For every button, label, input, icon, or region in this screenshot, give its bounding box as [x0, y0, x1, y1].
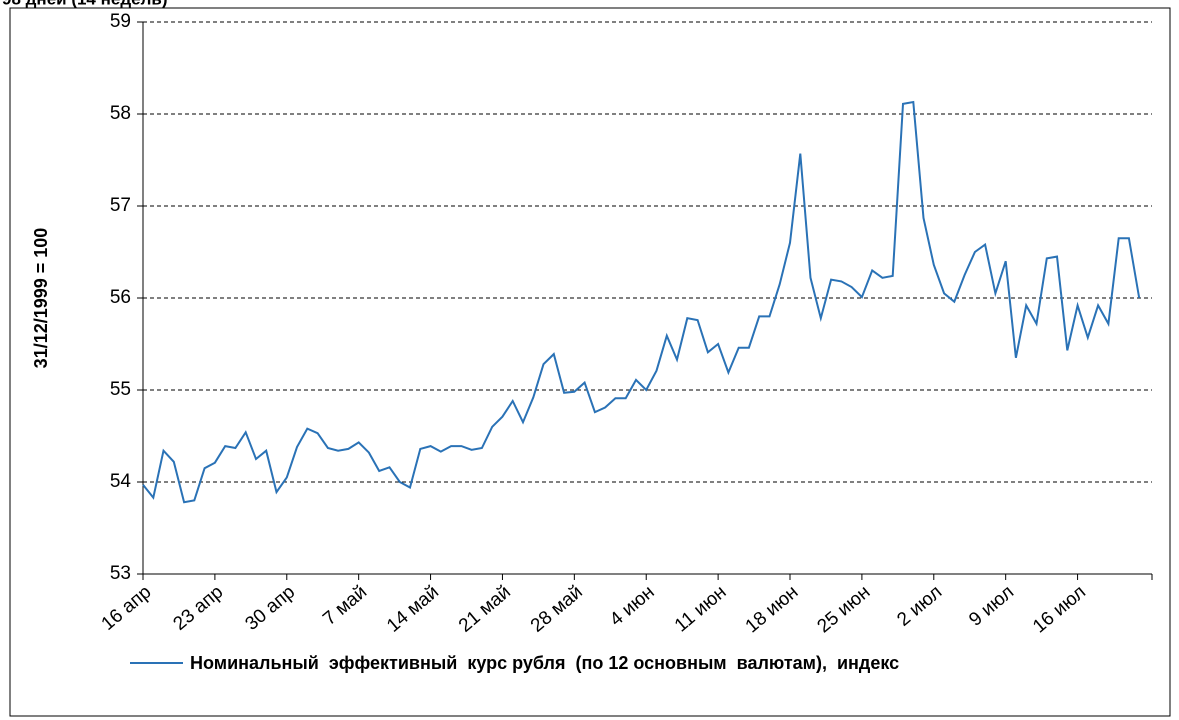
- x-tick-label: 7 май: [319, 582, 371, 630]
- x-tick-label: 23 апр: [170, 582, 228, 635]
- chart-title: 98 дней (14 недель): [2, 0, 168, 8]
- chart-frame: [9, 7, 1171, 717]
- x-tick-label: 9 июл: [965, 582, 1018, 631]
- x-tick-label: 25 июн: [814, 582, 875, 638]
- x-tick-label: 21 май: [455, 582, 515, 637]
- y-tick-label: 58: [110, 103, 131, 124]
- y-tick-label: 59: [110, 11, 131, 32]
- x-tick-label: 28 май: [527, 582, 587, 637]
- y-axis-label: 31/12/1999 = 100: [31, 228, 51, 369]
- y-tick-label: 56: [110, 287, 131, 308]
- y-tick-label: 57: [110, 195, 131, 216]
- y-tick-label: 55: [110, 379, 131, 400]
- x-tick-label: 30 апр: [241, 582, 299, 635]
- x-tick-label: 16 апр: [98, 582, 156, 635]
- x-tick-label: 14 май: [383, 582, 443, 637]
- x-tick-label: 18 июн: [742, 582, 803, 638]
- y-tick-label: 54: [110, 471, 132, 492]
- x-tick-label: 2 июл: [893, 582, 946, 631]
- x-tick-label: 16 июл: [1029, 582, 1090, 638]
- x-tick-label: 11 июн: [671, 582, 731, 637]
- data-line: [142, 100, 1141, 504]
- y-tick-label: 53: [110, 563, 131, 584]
- x-tick-label: 4 июн: [606, 582, 659, 631]
- legend-label: Номинальный эффективный курс рубля (по 1…: [190, 653, 899, 673]
